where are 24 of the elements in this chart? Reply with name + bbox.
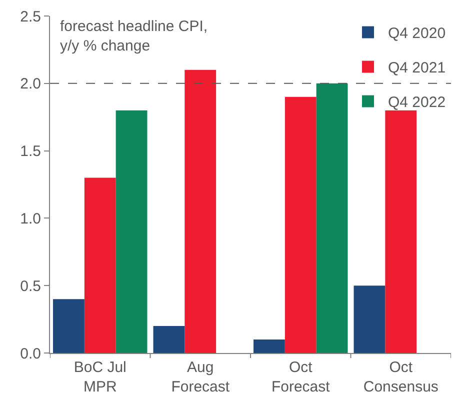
x-tick-label: BoC Jul MPR [74, 359, 126, 396]
x-tick-label: Aug Forecast [171, 359, 230, 396]
legend-label: Q4 2020 [388, 25, 446, 42]
bar [284, 96, 316, 353]
y-tick-label: 1.0 [20, 210, 41, 228]
bar [254, 340, 285, 353]
y-tick-label: 2.5 [20, 8, 41, 26]
bar [84, 178, 116, 353]
annotation: forecast headline CPI, y/y % change [60, 18, 208, 54]
bar [116, 110, 148, 353]
bar [385, 110, 417, 353]
bar [316, 83, 348, 353]
bar [53, 299, 84, 353]
x-tick-label: Oct Forecast [271, 359, 331, 396]
y-tick-label: 2.0 [20, 76, 41, 93]
legend-label: Q4 2022 [388, 94, 446, 112]
x-tick-label: Oct Consensus [363, 359, 438, 396]
bar [153, 326, 185, 353]
y-tick-label: 1.5 [20, 143, 41, 160]
y-tick-label: 0.5 [20, 278, 41, 295]
bar [184, 70, 216, 353]
bar [354, 286, 386, 353]
legend-label: Q4 2021 [388, 60, 446, 77]
y-tick-label: 0.0 [20, 345, 41, 362]
